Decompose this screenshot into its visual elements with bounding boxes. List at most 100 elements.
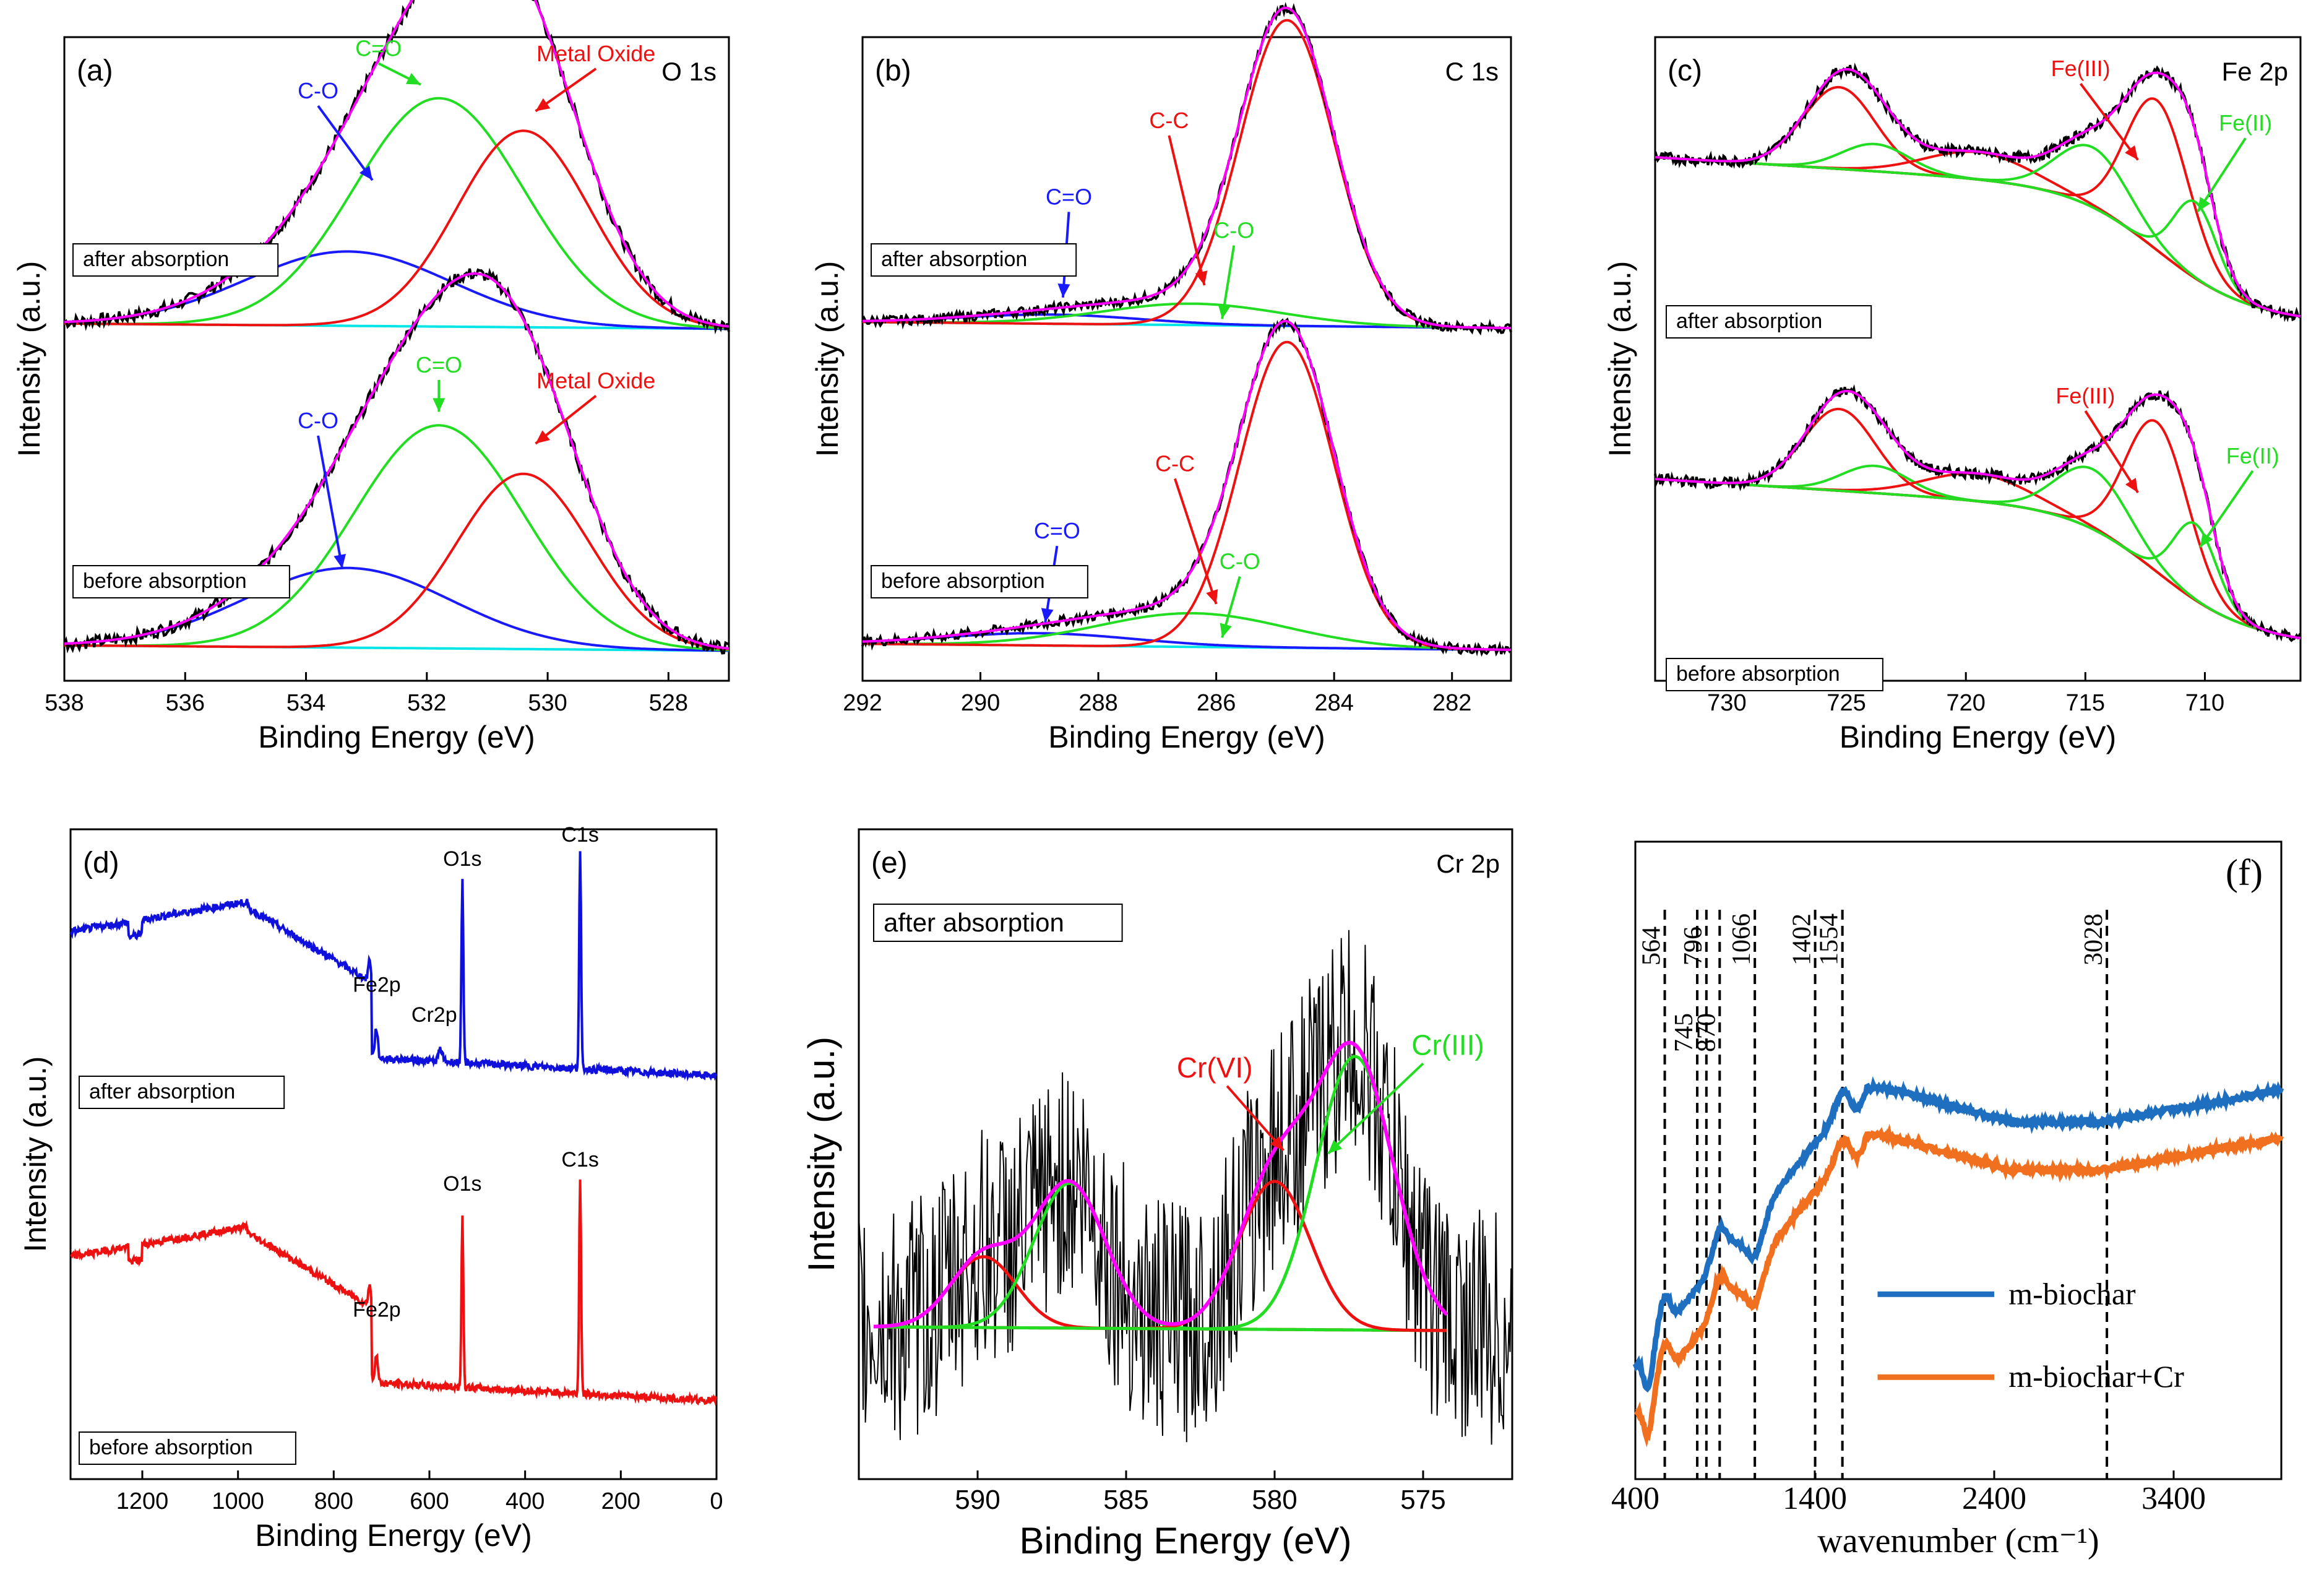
trace-label: after absorption (89, 1080, 235, 1103)
fit-component (1655, 465, 2301, 640)
arrow-head (2125, 478, 2138, 493)
x-tick-label: 730 (1707, 690, 1746, 716)
x-axis-title: Binding Energy (eV) (258, 720, 535, 754)
arrow-head (1328, 1139, 1343, 1154)
panel-label: (e) (871, 847, 908, 879)
envelope-fit (64, 272, 729, 650)
fit-component-metal-oxide (64, 472, 729, 650)
arrow-shaft (2197, 137, 2247, 213)
trace-label-box (871, 565, 1088, 598)
annotation-label: Fe(II) (2219, 110, 2272, 136)
fit-component-c-o (862, 632, 1511, 652)
annotation-arrow (535, 395, 597, 445)
x-tick-label: 534 (286, 690, 325, 716)
trace-label: after absorption (1676, 309, 1822, 333)
annotation-label: Metal Oxide (536, 41, 655, 66)
marker-label: 3028 (2080, 913, 2108, 965)
annotation-label: C-O (1220, 549, 1260, 574)
x-tick-label: 536 (166, 690, 205, 716)
annotation-label: C=O (1034, 518, 1080, 543)
annotation-label: Fe(III) (2055, 383, 2115, 408)
arrow-head (1220, 623, 1232, 638)
x-tick-label: 1400 (1783, 1481, 1847, 1516)
trace-label-box (1666, 305, 1872, 339)
legend-label: m-biochar+Cr (2008, 1359, 2184, 1394)
peak-label: O1s (443, 847, 481, 871)
raw-spectrum (1654, 384, 2302, 642)
annotation-arrow (1218, 245, 1236, 319)
x-tick-label: 290 (961, 690, 1000, 716)
trace-label-box (79, 1076, 285, 1109)
arrow-head (1218, 304, 1231, 319)
annotation-arrow (317, 105, 374, 181)
x-tick-label: 400 (1611, 1481, 1659, 1516)
x-tick-label: 530 (528, 690, 567, 716)
peak-label: Fe2p (353, 973, 401, 997)
y-axis-title: Intensity (a.u.) (1603, 261, 1637, 457)
annotation-arrow (2080, 82, 2139, 161)
y-axis-title: Intensity (a.u.) (810, 261, 845, 457)
x-tick-label: 200 (601, 1488, 640, 1514)
y-axis-title: Intensity (a.u.) (18, 1056, 53, 1253)
peak-label: C1s (561, 823, 598, 847)
panel-label: (d) (83, 847, 119, 879)
x-tick-label: 288 (1078, 690, 1117, 716)
envelope-fit (862, 6, 1512, 330)
annotation-arrow (2199, 470, 2254, 548)
fit-component (1655, 142, 2301, 318)
annotation-label: C-C (1155, 451, 1195, 476)
ftir-series-m-biochar-cr (1633, 1123, 2284, 1448)
plot-frame (861, 36, 1512, 682)
fit-component (1655, 478, 2301, 640)
fit-component (1655, 144, 2301, 318)
panel-title: O 1s (661, 57, 717, 86)
plot-frame (1654, 36, 2302, 682)
annotation-label: C=O (416, 352, 462, 378)
arrow-shaft (2084, 410, 2140, 494)
envelope-fit (1655, 67, 2301, 318)
trace-label: before absorption (83, 569, 247, 593)
panel-b: 292 290 288 286 284 282 Binding Energy (eV) Int… (810, 2, 1512, 754)
panel-label: (c) (1668, 54, 1702, 87)
x-tick-label: 720 (1946, 690, 1985, 716)
raw-spectrum (858, 930, 1513, 1445)
x-tick-label: 532 (407, 690, 446, 716)
x-tick-label: 1200 (116, 1488, 169, 1514)
arrow-head (535, 98, 551, 111)
marker-label: 1554 (1815, 913, 1844, 965)
panel-a: 538 536 534 532 530 528 Binding Energy (eV) Int… (12, 0, 730, 754)
plot-frame (63, 36, 730, 682)
arrow-shaft (317, 435, 344, 569)
trace-label-box (72, 565, 290, 598)
panel-d: 1200 1000 800 600 400 200 0 Binding Energy (eV)… (18, 823, 723, 1553)
trace-label: after absorption (83, 248, 229, 271)
annotation-arrow (433, 379, 445, 412)
marker-label: 796 (1679, 926, 1708, 965)
arrow-head (2125, 145, 2138, 160)
x-tick-label: 1000 (212, 1488, 264, 1514)
x-tick-label: 0 (710, 1488, 723, 1514)
arrow-head (359, 165, 372, 181)
annotation-label: C=O (1046, 184, 1092, 209)
y-axis-title: Intensity (a.u.) (12, 261, 46, 457)
trace-label-box (873, 904, 1123, 942)
annotation-arrow (2084, 410, 2140, 494)
arrow-head (1195, 270, 1208, 285)
x-tick-label: 715 (2066, 690, 2105, 716)
annotation-label: C-O (298, 78, 338, 103)
x-tick-label: 284 (1314, 690, 1353, 716)
marker-label: 564 (1638, 926, 1666, 965)
annotation-label: Fe(III) (2051, 56, 2111, 81)
fit-component-c-c (862, 19, 1511, 330)
panel-f: 400 1400 2400 3400 wavenumber (cm⁻¹) (f) 564 74… (1611, 840, 2284, 1560)
x-tick-label: 2400 (1962, 1481, 2026, 1516)
panel-label: (a) (77, 54, 113, 87)
ftir-series-m-biochar (1632, 1076, 2284, 1393)
fit-component-c-c (862, 340, 1511, 652)
raw-spectrum (861, 2, 1512, 336)
envelope-fit (64, 0, 729, 328)
survey-spectrum (69, 1179, 718, 1406)
panel-c: 730 725 720 715 710 Binding Energy (eV) Intens… (1603, 36, 2302, 754)
annotation-label: C-O (298, 408, 338, 433)
peak-label: Fe2p (353, 1298, 401, 1322)
